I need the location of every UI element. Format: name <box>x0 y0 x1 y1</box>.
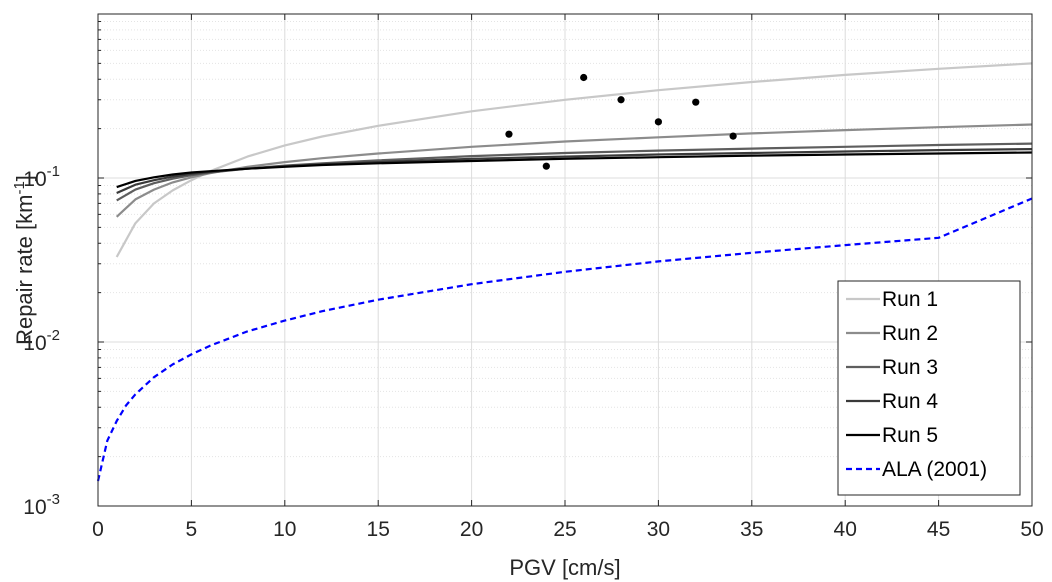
y-tick-label: 10-3 <box>23 491 60 519</box>
data-point <box>729 132 737 140</box>
series-line-5 <box>116 151 1033 189</box>
data-point <box>617 96 625 104</box>
series-line-1 <box>115 62 1033 258</box>
x-tick-label: 40 <box>834 518 857 541</box>
data-point <box>505 130 513 138</box>
x-tick-label: 30 <box>647 518 670 541</box>
data-point <box>580 73 588 82</box>
legend-box <box>837 280 1021 496</box>
legend-label: Run 4 <box>882 390 938 413</box>
y-tick-label: 10-1 <box>23 163 60 191</box>
legend-label: Run 1 <box>882 288 938 311</box>
x-tick-label: 10 <box>273 518 296 541</box>
x-tick-label: 25 <box>553 518 576 541</box>
observed-points <box>505 73 737 170</box>
axis-ticks: 0 5 10 15 20 25 30 35 40 45 50 10-3 10-2 10-1 <box>23 14 1044 541</box>
legend-label: Run 5 <box>882 424 938 447</box>
data-point <box>542 162 550 170</box>
series-layer <box>96 62 1033 482</box>
x-tick-label: 50 <box>1020 518 1043 541</box>
x-tick-label: 15 <box>367 518 390 541</box>
series-line-6 <box>96 197 1033 482</box>
legend-label: ALA (2001) <box>882 458 987 481</box>
y-axis-label-text: Repair rate [km <box>12 195 37 345</box>
legend-label: Run 3 <box>882 356 938 379</box>
y-axis-label-exponent: -1 <box>11 181 28 194</box>
x-axis-label: PGV [cm/s] <box>509 555 620 580</box>
x-tick-label: 35 <box>740 518 763 541</box>
y-axis-label: Repair rate [km-1] <box>11 175 37 345</box>
legend-label: Run 2 <box>882 322 938 345</box>
y-tick-label: 10-2 <box>23 327 60 355</box>
x-tick-label: 5 <box>186 518 198 541</box>
data-point <box>654 118 663 126</box>
series-line-2 <box>115 123 1033 218</box>
x-tick-label: 20 <box>460 518 483 541</box>
x-tick-label: 45 <box>927 518 950 541</box>
legend: Run 1 Run 2 Run 3 Run 4 Run 5 ALA (2001) <box>837 280 1021 496</box>
y-axis-label-close: ] <box>12 175 37 181</box>
data-point <box>692 98 700 106</box>
x-tick-label: 0 <box>92 518 104 541</box>
